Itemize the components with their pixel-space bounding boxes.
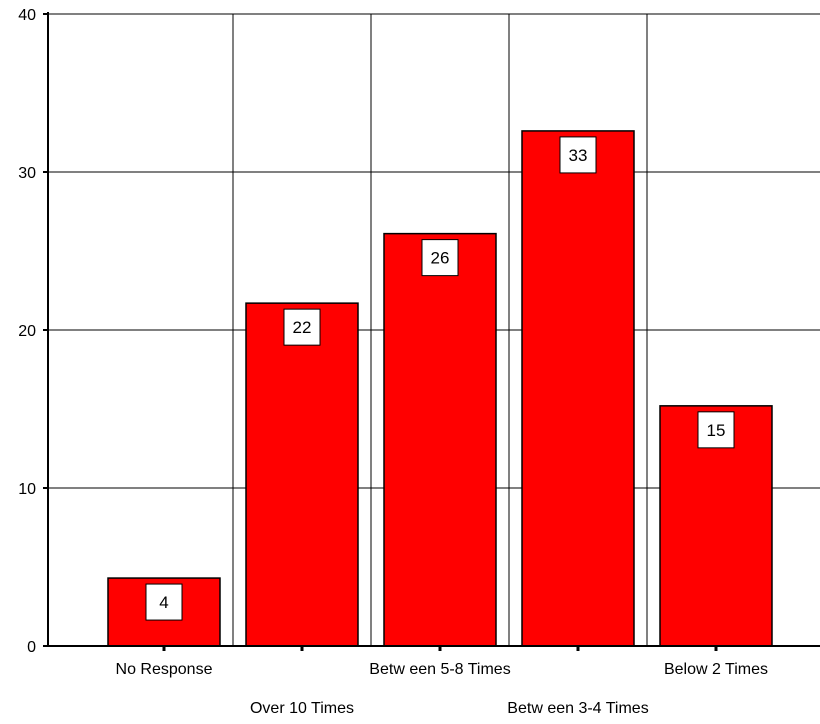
- y-tick-label: 0: [27, 639, 36, 656]
- bar: [521, 130, 635, 647]
- data-label-box: [697, 411, 735, 449]
- x-tick-label: Betw een 5-8 Times: [369, 661, 510, 678]
- data-label-box: [421, 239, 459, 277]
- data-label: 33: [569, 146, 588, 165]
- data-label-box: [145, 583, 183, 621]
- y-tick-label: 40: [18, 7, 36, 24]
- data-label: 22: [293, 318, 312, 337]
- data-label-box: [559, 136, 597, 174]
- y-tick-label: 20: [18, 323, 36, 340]
- bar: [383, 232, 497, 647]
- x-tick-label: Betw een 3-4 Times: [507, 700, 648, 717]
- x-tick-label: Over 10 Times: [250, 700, 354, 717]
- bar: [245, 302, 359, 647]
- data-label: 15: [707, 421, 726, 440]
- y-tick-label: 30: [18, 165, 36, 182]
- x-tick-label: Below 2 Times: [664, 661, 768, 678]
- axes: 0 10 20 30 40 No Response Over 10 Times Betw ee…: [18, 7, 820, 717]
- data-label-box: [283, 308, 321, 346]
- y-tick-label: 10: [18, 481, 36, 498]
- x-tick-label: No Response: [116, 661, 213, 678]
- data-labels: 4 22 26 33 15: [145, 136, 735, 621]
- data-label: 26: [431, 249, 450, 268]
- data-label: 4: [159, 593, 168, 612]
